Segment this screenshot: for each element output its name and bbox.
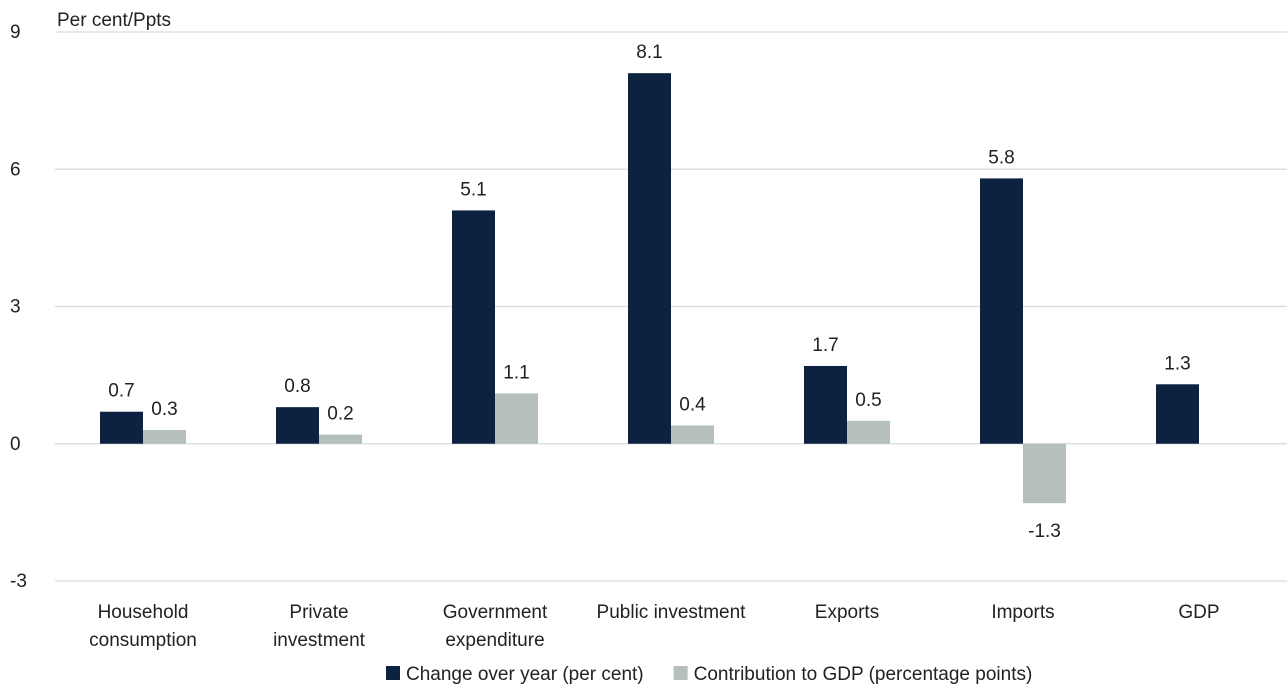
x-tick-label: Household consumption <box>89 602 197 651</box>
data-label: 0.8 <box>284 376 310 397</box>
bar <box>628 73 671 444</box>
legend-label: Contribution to GDP (percentage points) <box>694 664 1033 685</box>
bar <box>276 407 319 444</box>
y-tick-label: 0 <box>10 434 21 455</box>
y-axis-ticks: -3 0 3 6 9 <box>10 22 27 592</box>
data-label: 5.8 <box>988 147 1014 168</box>
bars <box>100 73 1199 504</box>
x-tick-label: Private investment <box>273 602 366 651</box>
data-label: 0.3 <box>151 399 177 420</box>
data-label: 0.5 <box>855 390 881 411</box>
data-label: -1.3 <box>1028 521 1061 542</box>
y-tick-label: 6 <box>10 159 21 180</box>
y-tick-label: 3 <box>10 297 21 318</box>
x-tick-label: Imports <box>991 602 1054 623</box>
data-label: 0.4 <box>679 394 706 415</box>
x-axis-ticks: Household consumption Private investment Gov… <box>89 602 1219 651</box>
y-axis-label: Per cent/Ppts <box>57 10 171 31</box>
bar <box>847 420 890 444</box>
legend-swatch <box>673 666 688 680</box>
data-label: 1.3 <box>1164 353 1190 374</box>
legend-swatch <box>386 666 400 680</box>
data-label: 8.1 <box>636 42 662 63</box>
x-tick-label: Government expenditure <box>443 602 548 651</box>
legend-label: Change over year (per cent) <box>406 664 644 685</box>
bar <box>452 210 495 444</box>
bar <box>319 434 362 444</box>
x-tick-label: Exports <box>815 602 879 623</box>
bar <box>671 425 714 444</box>
data-label: 1.7 <box>812 335 838 356</box>
data-label: 0.7 <box>108 381 134 402</box>
legend: Change over year (per cent) Contribution … <box>386 664 1032 685</box>
bar <box>1156 384 1199 444</box>
data-label: 0.2 <box>327 404 353 425</box>
bar <box>980 178 1023 444</box>
x-tick-label: Public investment <box>597 602 747 623</box>
bar <box>100 411 143 444</box>
data-label: 5.1 <box>460 179 486 200</box>
bar <box>804 365 847 444</box>
bar <box>495 393 538 444</box>
y-tick-label: 9 <box>10 22 21 43</box>
data-labels: 0.7 0.8 5.1 8.1 1.7 5.8 1.3 0.3 0.2 1.1 0.4 0.5 -1.3 <box>108 42 1190 542</box>
data-label: 1.1 <box>503 362 529 383</box>
bar <box>143 430 186 444</box>
x-tick-label: GDP <box>1178 602 1219 623</box>
y-tick-label: -3 <box>10 571 27 592</box>
bar <box>1023 443 1066 504</box>
